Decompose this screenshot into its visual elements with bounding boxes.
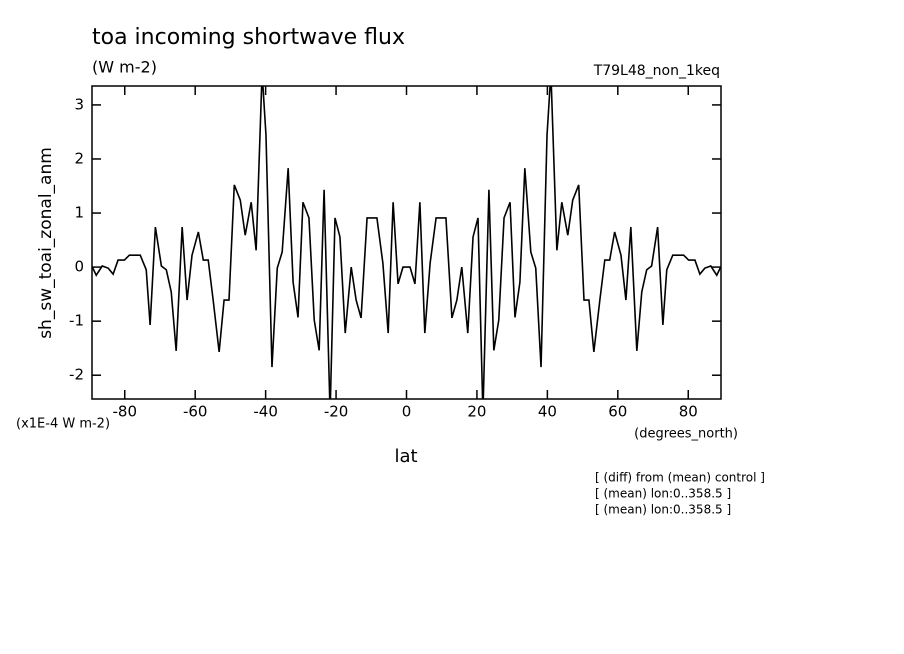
x-tick-label: 60: [608, 403, 627, 421]
x-tick-label: -80: [113, 403, 138, 421]
x-tick-label: 40: [538, 403, 557, 421]
x-tick-label: 20: [467, 403, 486, 421]
run-label: T79L48_non_1keq: [593, 63, 720, 79]
x-units: (degrees_north): [634, 427, 738, 442]
y-tick-label: -1: [69, 312, 84, 330]
y-tick-label: 3: [74, 95, 84, 113]
y-scale-note: (x1E-4 W m-2): [16, 417, 110, 432]
x-tick-label: -40: [253, 403, 278, 421]
x-tick-label: -60: [183, 403, 208, 421]
chart-subtitle: (W m-2): [92, 58, 157, 77]
x-tick-label: 80: [679, 403, 698, 421]
y-tick-label: 0: [74, 258, 84, 276]
y-tick-label: -2: [69, 366, 84, 384]
x-tick-label: -20: [324, 403, 349, 421]
x-axis-label: lat: [394, 446, 417, 467]
note: [ (mean) lon:0..358.5 ]: [595, 503, 731, 517]
y-axis-label: sh_sw_toai_zonal_anm: [36, 147, 56, 339]
y-tick-label: 1: [74, 204, 84, 222]
y-tick-label: 2: [74, 149, 84, 167]
data-line: [92, 86, 721, 399]
plot-frame: [91, 85, 722, 400]
x-tick-label: 0: [402, 403, 412, 421]
note: [ (mean) lon:0..358.5 ]: [595, 487, 731, 501]
note: [ (diff) from (mean) control ]: [595, 471, 765, 485]
chart-title: toa incoming shortwave flux: [92, 25, 405, 50]
